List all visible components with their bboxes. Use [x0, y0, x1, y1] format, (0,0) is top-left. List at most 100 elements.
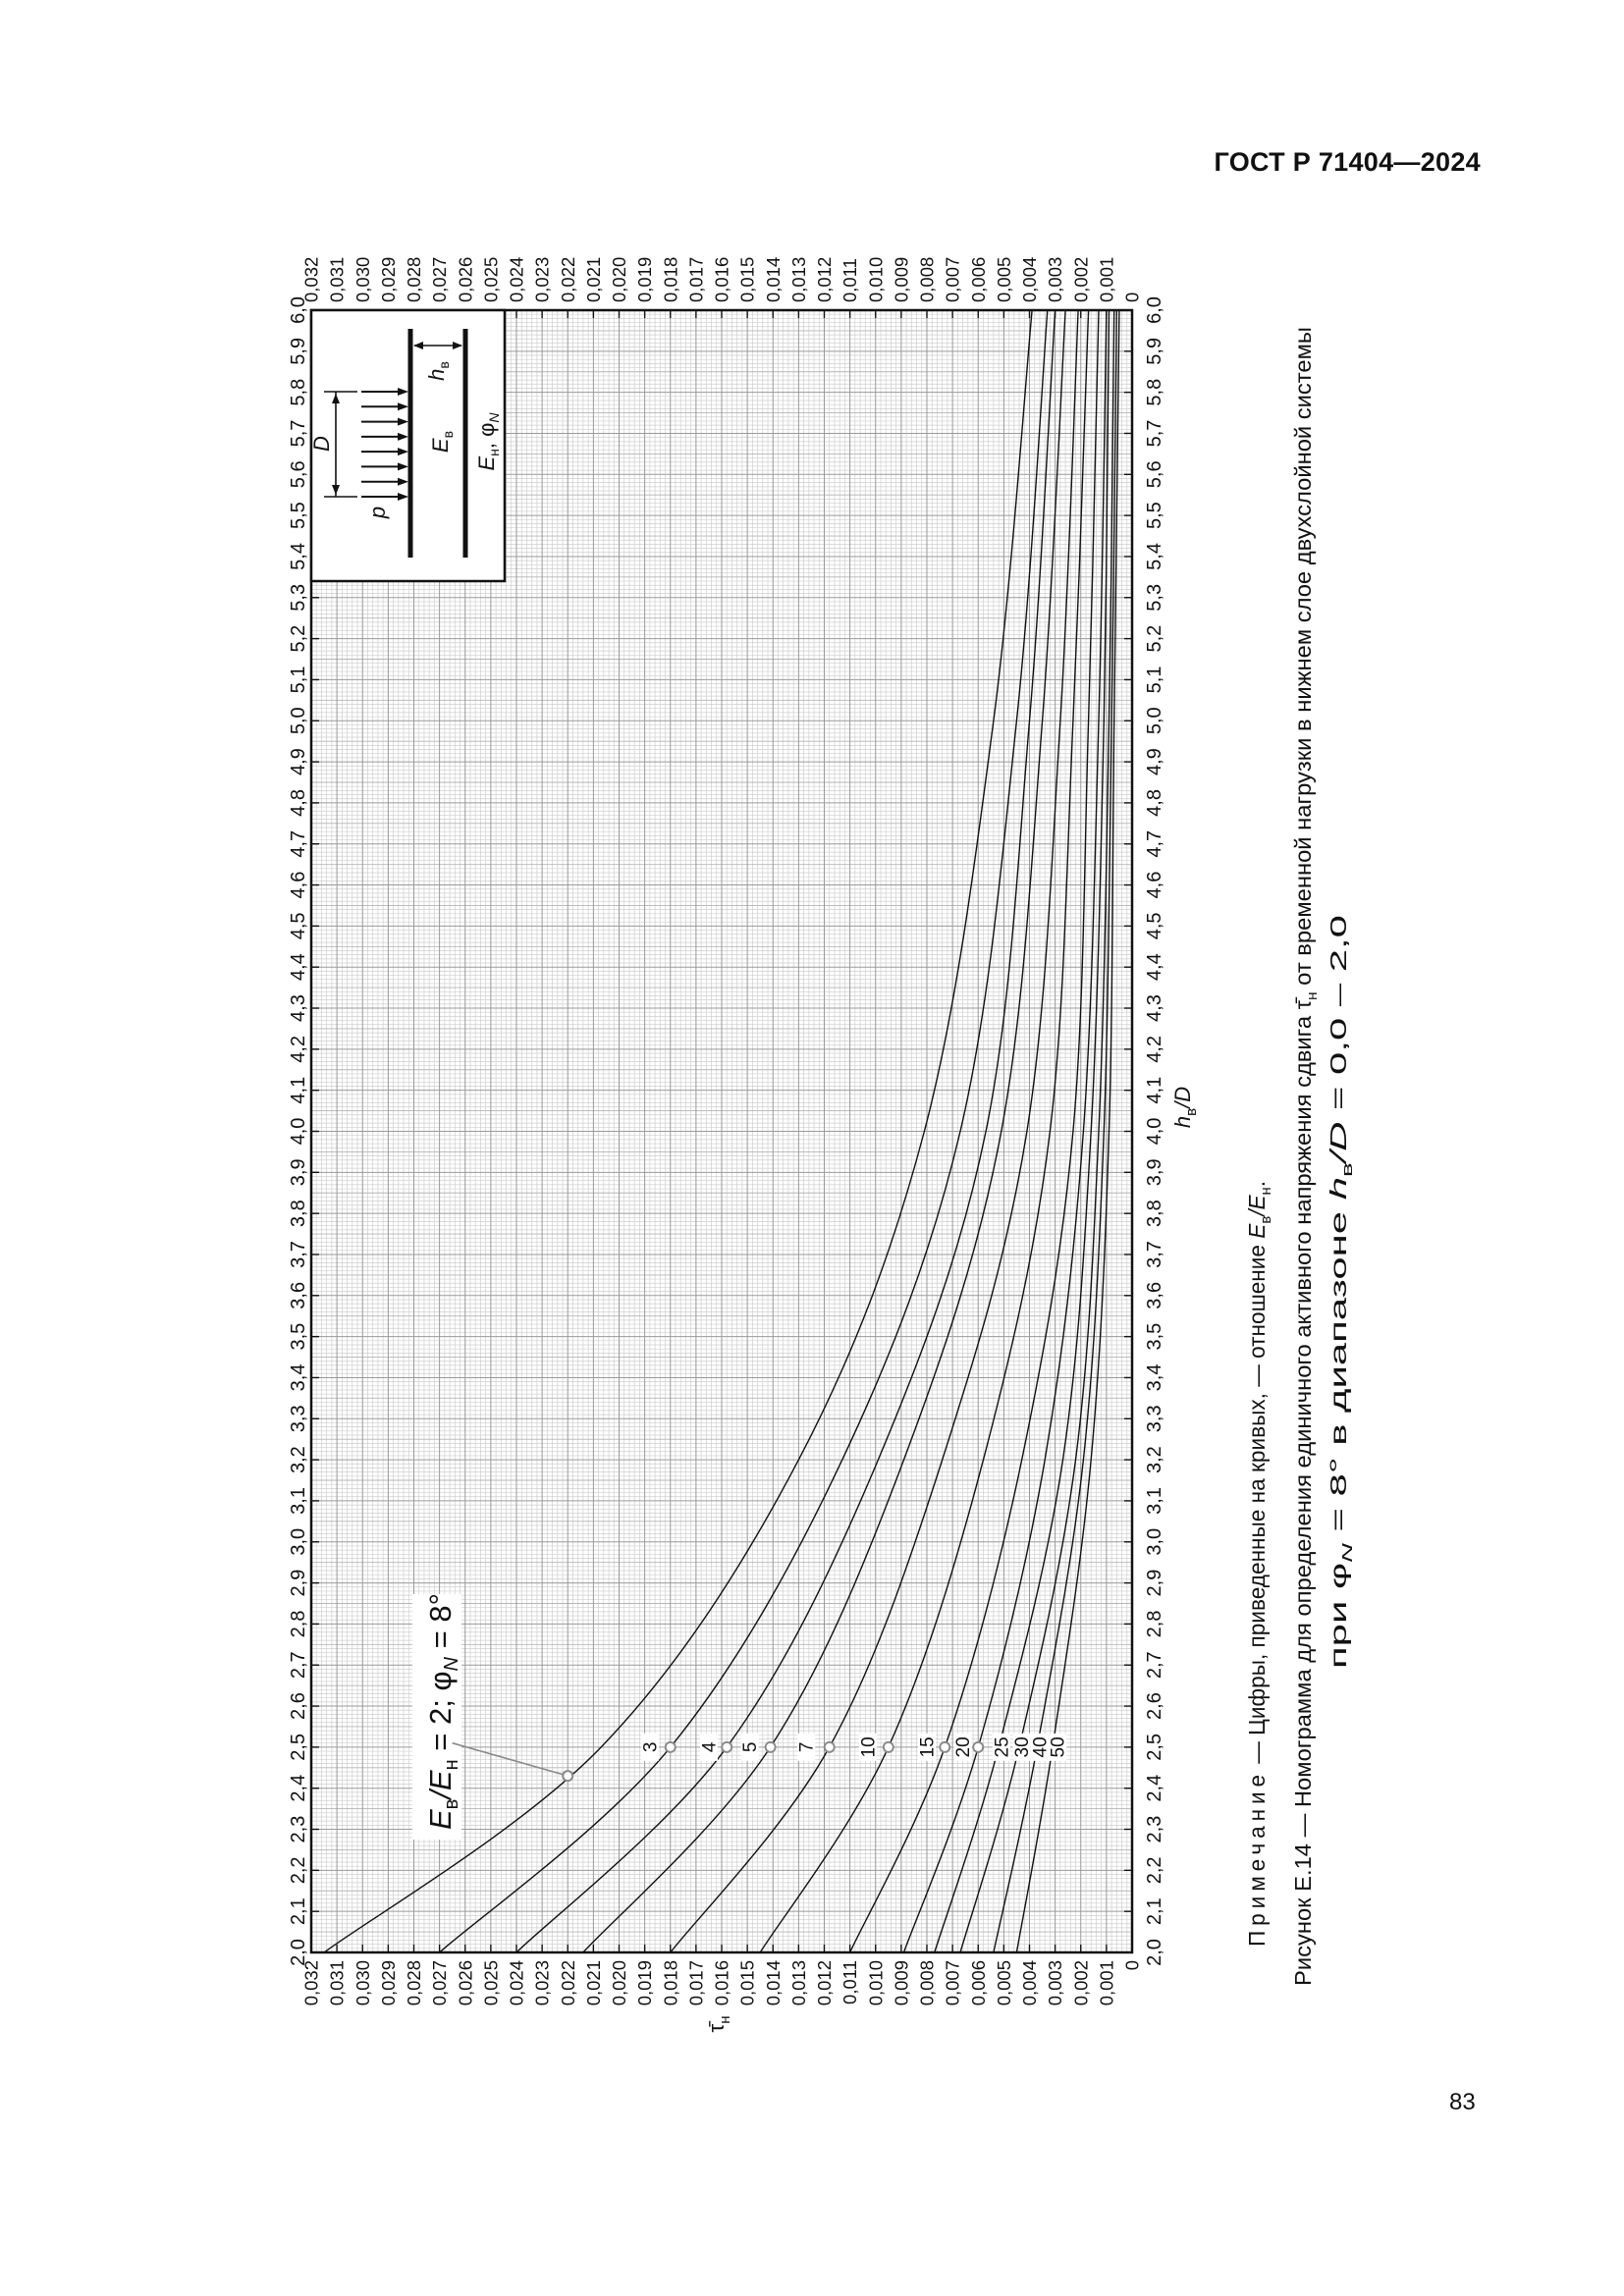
y-tick-label-left: 0,003: [1045, 1960, 1065, 2005]
inset-label-D: D: [309, 436, 334, 452]
x-tick-label-top: 5,7: [288, 420, 309, 448]
x-tick-label-top: 4,8: [288, 789, 309, 817]
x-tick-label-bottom: 4,0: [1144, 1118, 1165, 1146]
annotation-marker: [562, 1770, 574, 1783]
y-tick-label-right: 0,028: [404, 257, 424, 302]
x-tick-label-top: 2,1: [288, 1897, 309, 1925]
load-arrow-head: [398, 402, 408, 411]
y-tick-label-left: 0,007: [943, 1960, 963, 2005]
y-tick-label-left: 0,030: [352, 1960, 373, 2005]
x-tick-label-top: 4,7: [288, 830, 309, 858]
x-tick-label-bottom: 5,0: [1144, 707, 1165, 734]
y-tick-label-right: 0,022: [558, 257, 578, 302]
y-tick-label-left: 0,009: [891, 1960, 911, 2005]
y-tick-label-left: 0,012: [814, 1960, 835, 2005]
curve-label-background: [953, 1733, 972, 1761]
curve-label: 50: [1049, 1736, 1069, 1757]
x-tick-label-bottom: 3,1: [1144, 1487, 1165, 1515]
y-tick-label-right: 0,016: [712, 257, 732, 302]
y-tick-label-left: 0,011: [839, 1960, 860, 2004]
load-arrow-head: [398, 388, 408, 396]
x-tick-label-top: 3,0: [288, 1528, 309, 1556]
x-tick-label-bottom: 6,0: [1144, 296, 1165, 324]
y-tick-label-right: 0: [1122, 293, 1143, 302]
x-tick-label-top: 5,1: [288, 667, 309, 694]
x-tick-label-bottom: 4,1: [1144, 1077, 1165, 1104]
thickness-dimension: [413, 342, 462, 349]
curve-marker: [664, 1740, 677, 1753]
y-tick-label-right: 0,017: [685, 257, 706, 302]
x-tick-label-bottom: 5,9: [1144, 338, 1165, 365]
curve-label: 3: [640, 1742, 661, 1753]
curve-label: 30: [1012, 1736, 1033, 1757]
x-tick-label-top: 3,8: [288, 1200, 309, 1227]
y-tick-label-left: 0,005: [994, 1960, 1014, 2005]
x-tick-label-bottom: 4,2: [1144, 1036, 1165, 1063]
x-tick-label-top: 4,9: [288, 748, 309, 775]
x-tick-label-top: 2,4: [288, 1775, 309, 1802]
x-tick-label-top: 5,6: [288, 460, 309, 488]
x-tick-label-bottom: 4,7: [1144, 830, 1165, 858]
inset-label-E-upper: Eв: [428, 431, 456, 453]
figure-note: Примечание — Цифры, приведенные на кривы…: [1244, 1181, 1274, 1947]
inset-label-p: p: [365, 507, 390, 519]
x-tick-label-bottom: 3,6: [1144, 1282, 1165, 1309]
y-tick-label-right: 0,001: [1096, 257, 1116, 302]
x-tick-label-top: 4,4: [288, 953, 309, 981]
x-tick-label-bottom: 2,4: [1144, 1775, 1165, 1802]
curve-marker: [764, 1740, 777, 1753]
load-arrow-head: [398, 477, 408, 486]
annotation-leader-line: [452, 1741, 568, 1777]
y-tick-label-right: 0,010: [865, 257, 886, 302]
x-tick-label-bottom: 5,8: [1144, 379, 1165, 406]
figure-caption-line-1: Рисунок Е.14 — Номограмма для определени…: [1290, 327, 1321, 1986]
x-tick-label-bottom: 2,0: [1144, 1939, 1165, 1966]
load-arrow-head: [398, 448, 408, 456]
y-tick-label-left: 0,027: [429, 1960, 450, 2005]
x-tick-label-bottom: 5,2: [1144, 625, 1165, 653]
y-tick-label-left: 0,019: [634, 1960, 655, 2005]
curve-label-background: [740, 1733, 759, 1761]
curve-ratio-3: [439, 309, 1049, 1953]
x-tick-label-bottom: 5,4: [1144, 543, 1165, 570]
x-tick-label-bottom: 4,6: [1144, 872, 1165, 899]
y-tick-label-left: 0,026: [455, 1960, 475, 2005]
x-tick-label-top: 2,9: [288, 1570, 309, 1597]
curve-label-background: [1030, 1733, 1049, 1761]
y-tick-label-right: 0,002: [1070, 257, 1091, 302]
x-tick-label-top: 4,6: [288, 872, 309, 899]
inset-schematic: hв D p Eв Eн, φN: [309, 308, 507, 583]
curve-marker: [939, 1740, 951, 1753]
load-arrow-head: [398, 417, 408, 426]
y-tick-label-right: 0,021: [583, 257, 604, 302]
x-tick-label-bottom: 3,8: [1144, 1200, 1165, 1227]
x-tick-label-top: 3,9: [288, 1158, 309, 1186]
x-tick-label-top: 4,0: [288, 1118, 309, 1146]
y-tick-label-right: 0,020: [609, 257, 629, 302]
x-tick-label-top: 3,3: [288, 1405, 309, 1432]
y-tick-label-left: 0,032: [301, 1960, 322, 2005]
y-tick-label-left: 0,018: [660, 1960, 680, 2005]
y-tick-label-left: 0,016: [712, 1960, 732, 2005]
plot-frame: [309, 308, 1134, 1954]
y-tick-label-left: 0,017: [685, 1960, 706, 2005]
x-tick-label-bottom: 3,9: [1144, 1158, 1165, 1186]
x-tick-label-top: 5,5: [288, 502, 309, 529]
nomogram-chart: 2,0 2,0 2,1 2,1 2,2 2,2 2,3 2,3 2,4 2,4 2,5 2,5 2,6 2…: [288, 257, 1356, 2033]
x-tick-label-bottom: 3,0: [1144, 1528, 1165, 1556]
x-tick-label-bottom: 3,4: [1144, 1364, 1165, 1392]
curve-label: 25: [992, 1736, 1012, 1757]
annotation-ratio-label: Eв/Eн = 2; φN = 8°: [423, 1593, 462, 1830]
curve-ratio-2: [323, 309, 1033, 1953]
y-tick-label-right: 0,019: [634, 257, 655, 302]
y-tick-label-right: 0,032: [301, 257, 322, 302]
y-tick-label-right: 0,018: [660, 257, 680, 302]
curve-label: 10: [858, 1736, 879, 1757]
y-tick-label-left: 0,008: [917, 1960, 938, 2005]
y-tick-label-left: 0,025: [480, 1960, 501, 2005]
x-tick-label-top: 2,3: [288, 1816, 309, 1843]
diameter-dimension: [324, 391, 357, 498]
page-number: 83: [1449, 2089, 1476, 2115]
x-tick-label-bottom: 3,2: [1144, 1446, 1165, 1473]
